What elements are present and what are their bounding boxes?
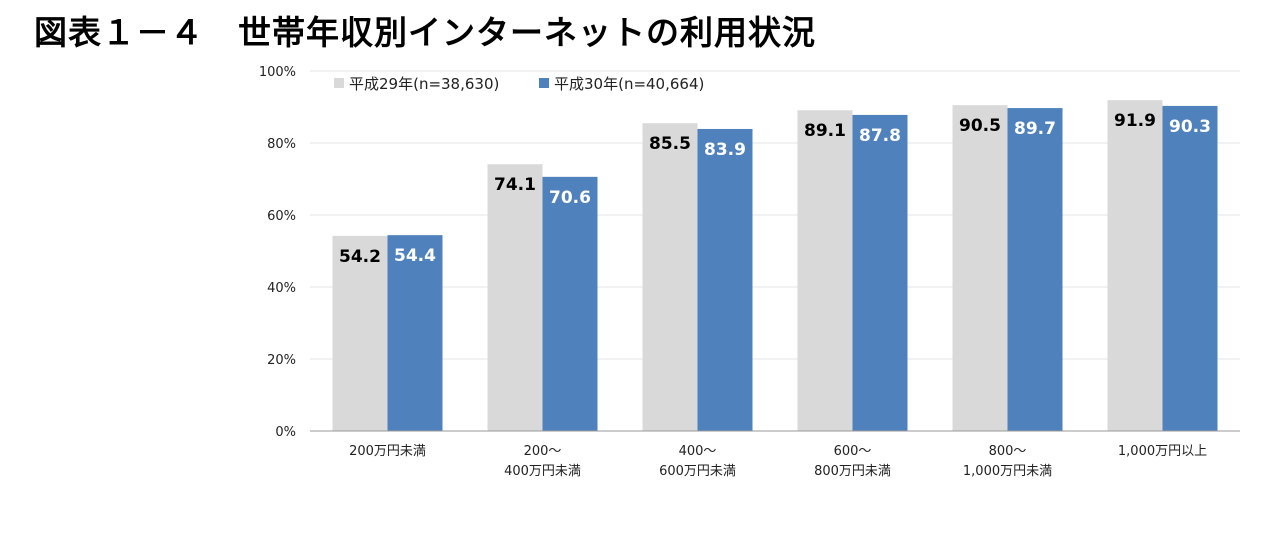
- data-label: 89.1: [804, 121, 846, 141]
- bar-series-2: [542, 176, 598, 431]
- bar-series-2: [852, 114, 908, 432]
- data-label: 54.4: [394, 246, 436, 266]
- x-tick-label: 600～: [834, 444, 872, 459]
- bars: [332, 100, 1218, 432]
- data-label: 89.7: [1014, 119, 1056, 139]
- x-tick-label: 800万円未満: [814, 464, 891, 479]
- bar-series-2: [387, 235, 443, 431]
- bar-series-1: [487, 164, 543, 432]
- data-label: 90.5: [959, 116, 1001, 136]
- bar-series-2: [697, 128, 753, 431]
- bar-series-1: [797, 110, 853, 432]
- grid-lines: [310, 70, 1240, 360]
- bar-series-1: [1107, 100, 1163, 431]
- legend-swatch: [334, 78, 344, 88]
- y-tick-label: 100%: [259, 65, 296, 80]
- x-tick-label: 400～: [679, 444, 717, 459]
- data-label: 87.8: [859, 126, 901, 146]
- x-tick-label: 200万円未満: [349, 444, 426, 459]
- x-tick-label: 200～: [524, 444, 562, 459]
- legend: 平成29年(n=38,630) 平成30年(n=40,664): [334, 75, 704, 93]
- bar-series-1: [642, 123, 698, 431]
- x-tick-label: 400万円未満: [504, 464, 581, 479]
- data-label: 54.2: [339, 247, 381, 267]
- y-tick-label: 0%: [275, 425, 296, 440]
- data-label: 74.1: [494, 175, 536, 195]
- y-tick-label: 40%: [267, 281, 296, 296]
- y-tick-label: 80%: [267, 137, 296, 152]
- bar-series-2: [1162, 105, 1218, 432]
- x-tick-label: 1,000万円以上: [1118, 444, 1207, 459]
- x-axis: 200万円未満 200～ 400万円未満 400～ 600万円未満 600～ 800万円未満…: [310, 430, 1240, 479]
- data-labels: 54.2 54.4 74.1 70.6 85.5 83.9 89.1 87.8 90.5 89.7…: [339, 111, 1211, 267]
- data-label: 83.9: [704, 140, 746, 160]
- legend-label: 平成29年(n=38,630): [349, 75, 499, 93]
- legend-label: 平成30年(n=40,664): [554, 75, 704, 93]
- y-tick-label: 60%: [267, 209, 296, 224]
- data-label: 90.3: [1169, 117, 1211, 137]
- bar-series-1: [952, 105, 1008, 431]
- data-label: 70.6: [549, 188, 591, 208]
- data-label: 85.5: [649, 134, 691, 154]
- x-tick-label: 600万円未満: [659, 464, 736, 479]
- y-axis-ticks: 0% 20% 40% 60% 80% 100%: [259, 65, 296, 440]
- y-tick-label: 20%: [267, 353, 296, 368]
- page-title: 図表１－４ 世帯年収別インターネットの利用状況: [34, 13, 816, 52]
- data-label: 91.9: [1114, 111, 1156, 131]
- bar-series-2: [1007, 108, 1063, 431]
- x-tick-label: 800～: [989, 444, 1027, 459]
- bar-series-1: [332, 235, 388, 431]
- legend-swatch: [539, 78, 549, 88]
- x-tick-label: 1,000万円未満: [963, 464, 1052, 479]
